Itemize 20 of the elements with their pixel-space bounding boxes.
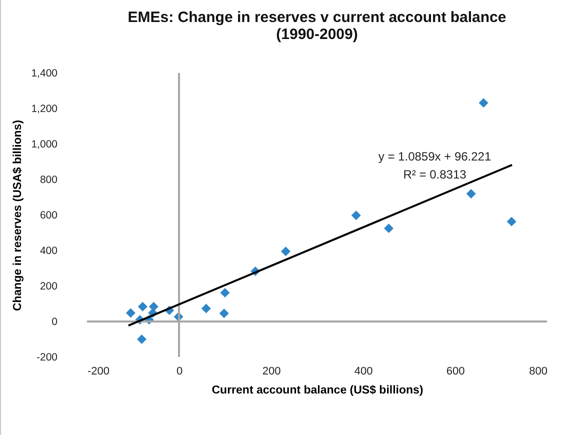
annotation: R² = 0.8313 — [403, 168, 467, 182]
x-tick-label: 600 — [446, 366, 465, 378]
y-axis-title: Change in reserves (USA$ billions) — [12, 120, 24, 312]
y-tick-label: 1,400 — [31, 68, 58, 80]
x-tick-label: 400 — [354, 366, 373, 378]
y-tick-label: 600 — [40, 210, 58, 222]
y-tick-label: 1,000 — [31, 138, 58, 150]
y-tick-label: 400 — [40, 245, 58, 257]
y-tick-label: 1,200 — [31, 103, 58, 115]
x-tick-label: 800 — [529, 366, 548, 378]
y-tick-label: 200 — [40, 280, 58, 292]
y-tick-label: -200 — [36, 352, 58, 364]
x-tick-label: 0 — [176, 366, 183, 378]
x-axis-title: Current account balance (US$ billions) — [212, 384, 424, 396]
y-tick-label: 0 — [52, 316, 58, 328]
chart-title: EMEs: Change in reserves v current account balance (1990-2009) — [128, 9, 506, 43]
annotation: y = 1.0859x + 96.221 — [378, 149, 492, 164]
y-tick-label: 800 — [40, 174, 58, 186]
x-tick-label: -200 — [88, 366, 110, 378]
x-tick-label: 200 — [262, 366, 281, 378]
